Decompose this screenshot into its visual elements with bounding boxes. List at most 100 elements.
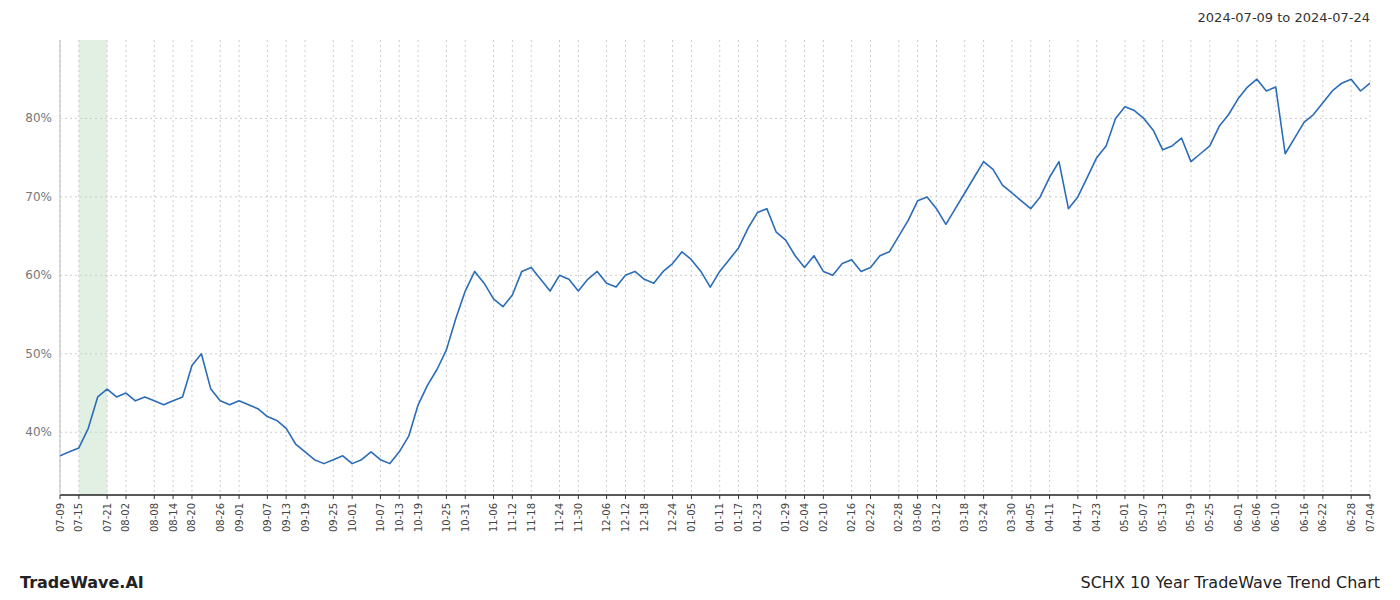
x-grid-line <box>917 40 918 495</box>
x-grid-line <box>691 40 692 495</box>
x-grid-line <box>107 40 108 495</box>
x-grid-line <box>606 40 607 495</box>
x-tick-label: 05-25 <box>1204 503 1215 532</box>
x-tick-label: 03-06 <box>912 503 923 532</box>
x-tick-label: 04-05 <box>1025 503 1036 532</box>
plot-area <box>60 79 1370 463</box>
x-tick-label: 04-23 <box>1091 503 1102 532</box>
x-grid-line <box>239 40 240 495</box>
x-grid-line <box>446 40 447 495</box>
y-grid-line <box>60 118 1370 119</box>
x-grid-line <box>719 40 720 495</box>
x-tick-label: 09-01 <box>234 503 245 532</box>
x-tick-label: 05-01 <box>1119 503 1130 532</box>
y-tick-label: 40% <box>25 425 52 439</box>
x-grid-line <box>380 40 381 495</box>
x-tick-label: 08-14 <box>168 503 179 532</box>
x-tick-label: 09-19 <box>300 503 311 532</box>
x-tick-label: 02-22 <box>865 503 876 532</box>
x-grid-line <box>220 40 221 495</box>
x-grid-line <box>625 40 626 495</box>
x-grid-line <box>267 40 268 495</box>
footer-right: SCHX 10 Year TradeWave Trend Chart <box>1081 573 1380 592</box>
x-grid-line <box>78 40 79 495</box>
x-grid-line <box>154 40 155 495</box>
x-grid-line <box>1096 40 1097 495</box>
x-tick-label: 01-23 <box>752 503 763 532</box>
x-tick-label: 06-16 <box>1299 503 1310 532</box>
x-tick-label: 08-20 <box>186 503 197 532</box>
y-grid-line <box>60 432 1370 433</box>
x-grid-line <box>851 40 852 495</box>
x-grid-line <box>1162 40 1163 495</box>
x-grid-line <box>1049 40 1050 495</box>
x-tick-label: 07-09 <box>55 503 66 532</box>
x-tick-label: 01-11 <box>714 503 725 532</box>
x-grid-line <box>1238 40 1239 495</box>
x-tick-label: 09-25 <box>328 503 339 532</box>
x-tick-label: 01-17 <box>733 503 744 532</box>
y-axis-line <box>60 40 61 495</box>
x-tick-label: 03-12 <box>931 503 942 532</box>
x-grid-line <box>936 40 937 495</box>
x-grid-line <box>898 40 899 495</box>
x-grid-line <box>1322 40 1323 495</box>
x-tick-label: 05-07 <box>1138 503 1149 532</box>
x-grid-line <box>465 40 466 495</box>
grid <box>60 40 1370 495</box>
x-grid-line <box>305 40 306 495</box>
x-grid-line <box>60 40 61 495</box>
y-tick-label: 70% <box>25 190 52 204</box>
x-grid-line <box>352 40 353 495</box>
x-tick-label: 03-30 <box>1006 503 1017 532</box>
x-tick-label: 07-15 <box>73 503 84 532</box>
x-tick-label: 11-06 <box>488 503 499 532</box>
x-grid-line <box>672 40 673 495</box>
x-tick-label: 06-28 <box>1346 503 1357 532</box>
x-grid-line <box>493 40 494 495</box>
x-tick-label: 10-01 <box>347 503 358 532</box>
x-grid-line <box>1143 40 1144 495</box>
x-grid-line <box>173 40 174 495</box>
x-tick-label: 10-31 <box>460 503 471 532</box>
x-tick-label: 11-12 <box>507 503 518 532</box>
title: 2024-07-09 to 2024-07-24 <box>1198 10 1370 25</box>
x-tick-label: 03-24 <box>978 503 989 532</box>
y-grid-line <box>60 275 1370 276</box>
x-tick-label: 05-13 <box>1157 503 1168 532</box>
highlight-band <box>79 40 107 495</box>
x-grid-line <box>559 40 560 495</box>
x-grid-line <box>983 40 984 495</box>
x-tick-label: 09-13 <box>281 503 292 532</box>
x-grid-line <box>1351 40 1352 495</box>
x-tick-label: 10-13 <box>394 503 405 532</box>
x-grid-line <box>1030 40 1031 495</box>
x-grid-line <box>1370 40 1371 495</box>
x-tick-label: 01-29 <box>780 503 791 532</box>
x-tick-label: 08-02 <box>120 503 131 532</box>
x-axis-line <box>60 494 1370 496</box>
x-tick-label: 01-05 <box>686 503 697 532</box>
x-grid-line <box>823 40 824 495</box>
x-tick-label: 07-04 <box>1365 503 1376 532</box>
x-grid-line <box>286 40 287 495</box>
x-tick-label: 12-06 <box>601 503 612 532</box>
y-grid-line <box>60 196 1370 197</box>
x-grid-line <box>1209 40 1210 495</box>
x-grid-line <box>1190 40 1191 495</box>
x-grid-line <box>418 40 419 495</box>
x-tick-label: 02-28 <box>893 503 904 532</box>
x-grid-line <box>785 40 786 495</box>
y-tick-label: 60% <box>25 268 52 282</box>
x-tick-label: 12-18 <box>639 503 650 532</box>
x-tick-label: 09-07 <box>262 503 273 532</box>
x-grid-line <box>757 40 758 495</box>
footer-left: TradeWave.AI <box>20 573 144 592</box>
x-grid-line <box>1011 40 1012 495</box>
x-tick-label: 08-08 <box>149 503 160 532</box>
x-tick-label: 03-18 <box>959 503 970 532</box>
line <box>60 79 1370 463</box>
x-tick-label: 04-17 <box>1072 503 1083 532</box>
x-grid-line <box>1304 40 1305 495</box>
x-tick-label: 06-10 <box>1270 503 1281 532</box>
